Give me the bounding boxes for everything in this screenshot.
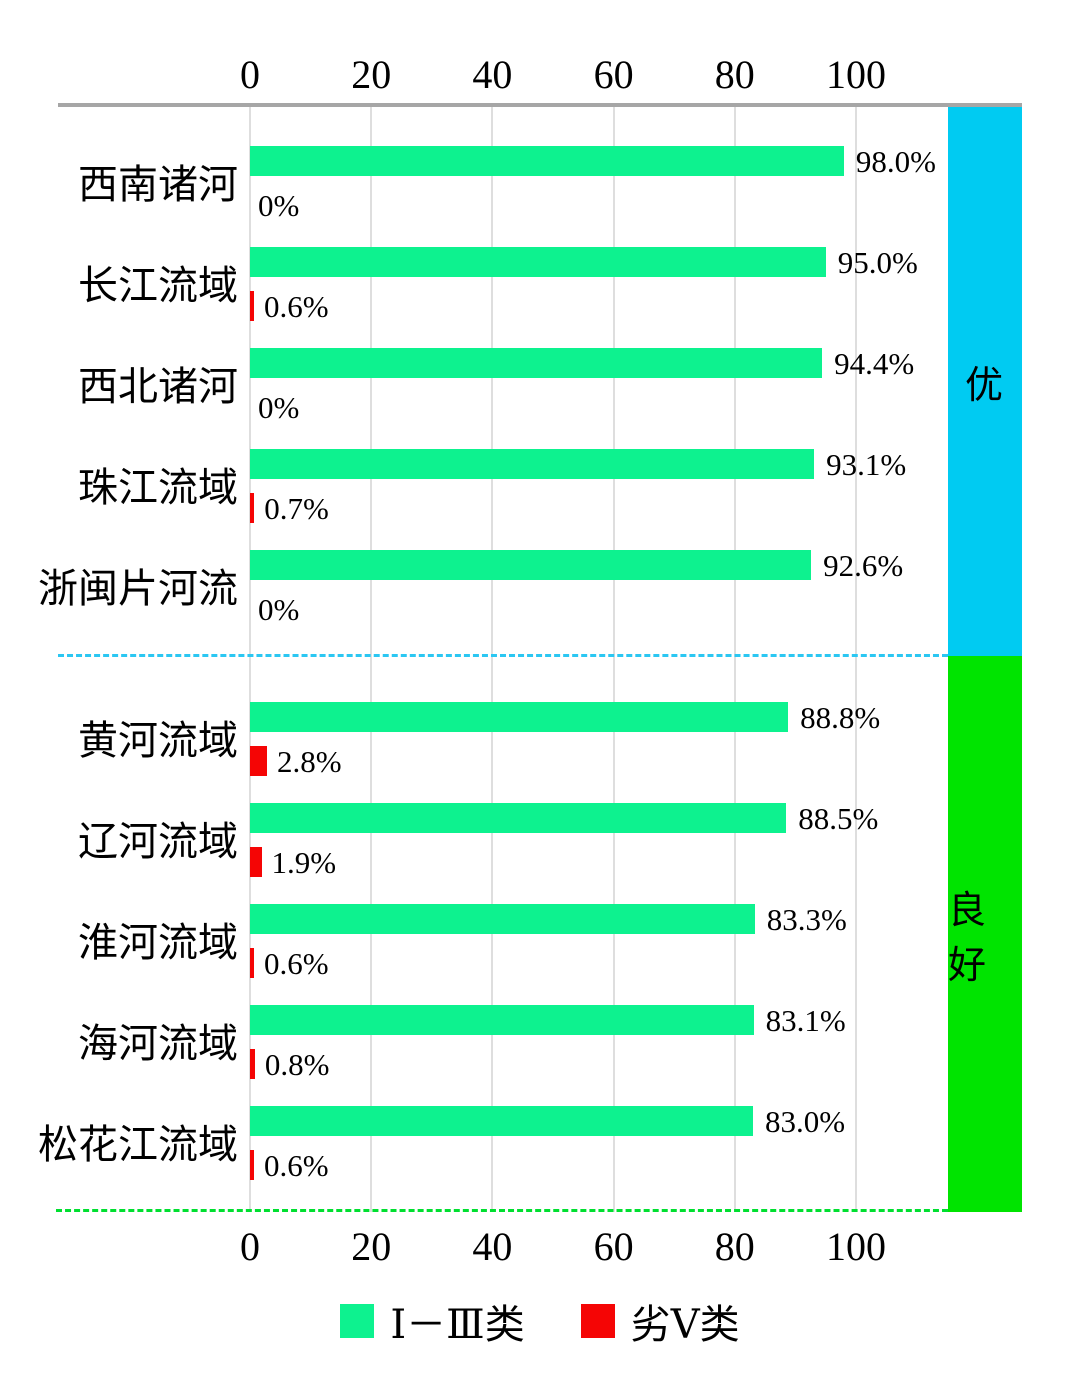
bad-value-label: 0.8%	[264, 1047, 330, 1082]
legend: Ⅰ－Ⅲ类 劣Ⅴ类	[0, 1292, 1080, 1350]
good-value-label: 88.5%	[798, 801, 879, 836]
good-bar	[250, 904, 755, 934]
legend-item: Ⅰ－Ⅲ类	[340, 1292, 525, 1350]
gridline	[733, 107, 736, 1212]
good-bar	[250, 348, 823, 378]
bad-bar	[250, 1049, 255, 1079]
good-bar	[250, 1106, 753, 1136]
legend-label: 劣Ⅴ类	[630, 1302, 740, 1347]
legend-swatch-good	[340, 1304, 375, 1338]
gridline	[612, 107, 615, 1212]
good-value-label: 88.8%	[800, 700, 881, 735]
category-label: 辽河流域	[78, 819, 238, 864]
zone-label: 良好	[948, 890, 989, 987]
bad-value-label: 0.6%	[264, 1148, 329, 1183]
zone-label: 优	[964, 365, 1005, 407]
bad-value-label: 0%	[258, 592, 300, 627]
good-bar	[250, 449, 815, 479]
good-bar	[250, 247, 826, 277]
bad-value-label: 0%	[258, 188, 300, 223]
gridline	[491, 107, 494, 1212]
bad-value-label: 0%	[258, 390, 300, 425]
axis-tick-label: 40	[472, 1224, 513, 1269]
bad-bar	[250, 493, 255, 523]
good-bar	[250, 550, 812, 580]
axis-tick-label: 80	[714, 52, 755, 97]
top-axis-line	[58, 103, 1022, 107]
bad-value-label: 0.6%	[264, 289, 329, 324]
good-value-label: 98.0%	[855, 144, 936, 179]
axis-tick-label: 80	[714, 1224, 755, 1269]
axis-tick-label: 20	[351, 1224, 392, 1269]
good-value-label: 92.6%	[823, 548, 904, 583]
category-label: 淮河流域	[78, 920, 238, 965]
good-value-label: 83.0%	[764, 1104, 846, 1139]
axis-tick-label: 100	[826, 1224, 886, 1269]
good-value-label: 94.4%	[834, 346, 915, 381]
zone-band-excellent: 优	[948, 107, 1022, 656]
good-bar	[250, 146, 844, 176]
bad-bar	[250, 847, 262, 877]
bad-value-label: 2.8%	[276, 744, 342, 779]
zone-band-good: 良好	[948, 656, 1022, 1212]
bad-value-label: 0.7%	[264, 491, 329, 526]
category-label: 珠江流域	[78, 465, 238, 510]
good-value-label: 83.1%	[765, 1003, 846, 1038]
bad-bar	[250, 1150, 254, 1180]
bad-bar	[250, 746, 267, 776]
axis-tick-label: 40	[472, 52, 513, 97]
gridline	[370, 107, 373, 1212]
axis-tick-label: 60	[593, 52, 634, 97]
zone-separator-excellent	[58, 654, 948, 657]
category-label: 长江流域	[78, 263, 238, 308]
good-value-label: 83.3%	[766, 902, 847, 937]
bad-value-label: 1.9%	[271, 845, 337, 880]
good-bar	[250, 1005, 754, 1035]
legend-label: Ⅰ－Ⅲ类	[390, 1302, 525, 1347]
axis-tick-label: 60	[593, 1224, 634, 1269]
gridline	[249, 107, 251, 1212]
axis-tick-label: 0	[240, 52, 260, 97]
category-label: 黄河流域	[78, 718, 238, 763]
axis-tick-label: 20	[351, 52, 392, 97]
category-label: 海河流域	[78, 1021, 238, 1066]
good-bar	[250, 702, 789, 732]
bad-bar	[250, 948, 254, 978]
category-label: 浙闽片河流	[38, 566, 238, 611]
good-value-label: 93.1%	[826, 447, 907, 482]
bad-bar	[250, 291, 254, 321]
legend-swatch-bad	[580, 1304, 615, 1338]
gridline	[855, 107, 857, 1212]
category-label: 松花江流域	[38, 1122, 238, 1167]
zone-separator-good	[56, 1209, 948, 1212]
category-label: 西北诸河	[78, 364, 238, 409]
legend-item: 劣Ⅴ类	[580, 1292, 740, 1350]
bad-value-label: 0.6%	[264, 946, 329, 981]
axis-tick-label: 100	[826, 52, 886, 97]
category-label: 西南诸河	[78, 162, 238, 207]
good-value-label: 95.0%	[837, 245, 918, 280]
axis-tick-label: 0	[240, 1224, 260, 1269]
good-bar	[250, 803, 787, 833]
